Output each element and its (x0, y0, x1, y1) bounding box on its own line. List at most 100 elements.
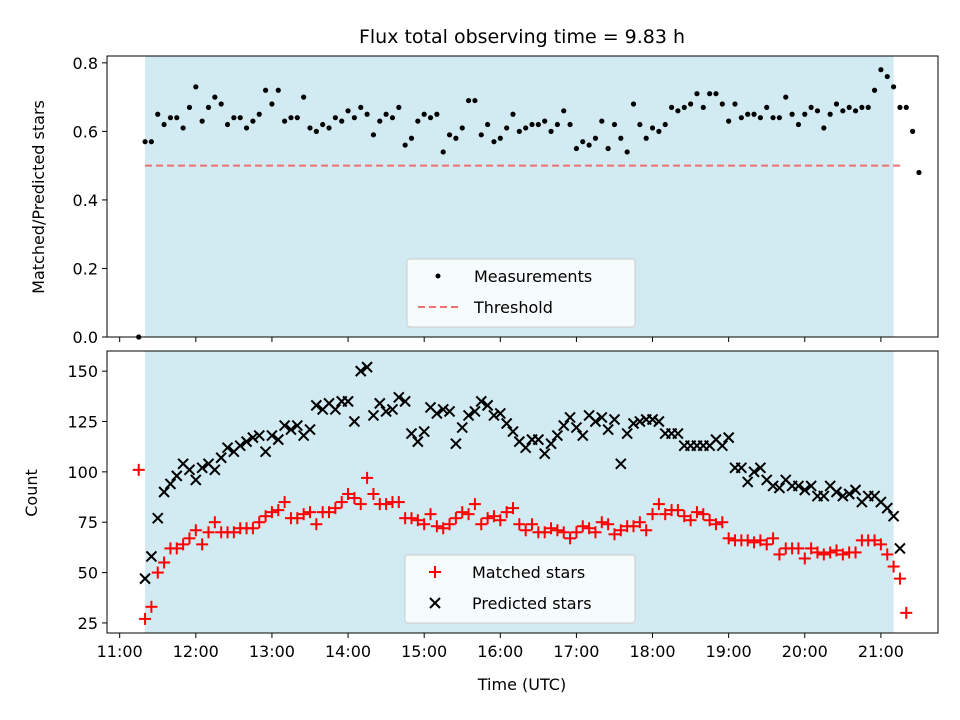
data-point (767, 480, 779, 492)
y-tick-label: 25 (78, 614, 98, 633)
y-tick-label: 0.6 (73, 122, 98, 141)
top-y-axis-label: Matched/Predicted stars (29, 100, 48, 294)
data-point (145, 600, 158, 613)
data-point (646, 413, 659, 426)
data-point (614, 524, 627, 537)
data-point (408, 135, 415, 141)
data-point (634, 415, 646, 428)
data-point (878, 67, 884, 73)
data-point (488, 409, 500, 422)
x-tick-label: 19:00 (706, 642, 752, 661)
data-point (494, 407, 507, 420)
bottom-y-axis: 25 50 75 100 125 150 (67, 362, 107, 633)
data-point (253, 429, 265, 442)
data-point (690, 506, 703, 519)
data-point (475, 518, 488, 531)
chart-title: Flux total observing time = 9.83 h (359, 26, 685, 48)
data-point (161, 121, 167, 128)
data-point (377, 118, 383, 124)
data-point (456, 421, 468, 434)
data-point (139, 572, 151, 585)
data-point (789, 111, 795, 117)
data-point (694, 91, 700, 97)
data-point (640, 524, 653, 537)
data-point (367, 488, 380, 501)
data-point (716, 439, 729, 452)
data-point (859, 104, 865, 111)
data-point (342, 395, 354, 408)
data-point (767, 532, 780, 545)
data-point (653, 415, 665, 428)
x-tick-label: 21:00 (858, 642, 904, 661)
data-point (189, 524, 202, 537)
data-point (196, 462, 208, 474)
y-tick-label: 75 (78, 513, 98, 532)
data-point (561, 108, 567, 114)
data-point (656, 128, 662, 134)
x-tick-label: 20:00 (782, 642, 828, 661)
data-point (202, 526, 215, 539)
data-point (348, 492, 361, 505)
data-point (183, 532, 196, 545)
data-point (396, 104, 402, 111)
data-point (335, 496, 348, 509)
data-point (361, 361, 373, 373)
data-point (504, 125, 510, 131)
data-point (770, 115, 776, 121)
data-point (757, 115, 763, 121)
x-tick-label: 12:00 (173, 642, 219, 661)
data-point (608, 528, 621, 541)
x-tick-label: 18:00 (629, 642, 675, 661)
data-point (265, 506, 278, 519)
data-point (824, 546, 837, 559)
data-point (554, 121, 560, 128)
data-point (627, 417, 640, 430)
data-point (291, 419, 304, 432)
data-point (903, 104, 909, 111)
data-point (643, 135, 649, 141)
data-point (526, 518, 539, 531)
data-point (402, 142, 408, 148)
data-point (142, 139, 148, 145)
data-point (893, 572, 906, 585)
data-point (459, 125, 465, 131)
data-point (288, 115, 294, 121)
data-point (468, 498, 481, 511)
data-point (361, 471, 374, 484)
data-point (874, 538, 887, 551)
data-point (183, 464, 196, 476)
data-point (310, 399, 323, 412)
data-point (345, 108, 351, 114)
data-point (871, 87, 878, 93)
data-point (186, 104, 193, 111)
data-point (412, 435, 424, 448)
data-point (462, 508, 475, 521)
data-point (776, 115, 783, 121)
data-point (799, 484, 811, 496)
data-point (580, 139, 586, 145)
data-point (506, 502, 519, 515)
data-point (773, 482, 786, 494)
data-point (846, 104, 852, 111)
data-point (890, 84, 897, 90)
data-point (726, 118, 732, 124)
data-point (224, 121, 231, 128)
top-legend-box (406, 258, 636, 328)
x-tick-label: 15:00 (401, 642, 447, 661)
data-point (818, 490, 830, 502)
series-matched-stars (132, 463, 913, 625)
data-point (608, 413, 621, 426)
data-point (887, 510, 900, 522)
legend-matched-marker (429, 566, 441, 578)
data-point (234, 439, 246, 452)
data-point (497, 135, 503, 141)
data-point (364, 111, 370, 117)
data-point (611, 121, 618, 128)
data-point (269, 101, 275, 107)
data-point (332, 115, 338, 121)
data-point (745, 111, 751, 117)
data-point (605, 145, 611, 152)
data-point (282, 118, 288, 124)
data-point (557, 526, 570, 539)
data-point (523, 125, 529, 131)
